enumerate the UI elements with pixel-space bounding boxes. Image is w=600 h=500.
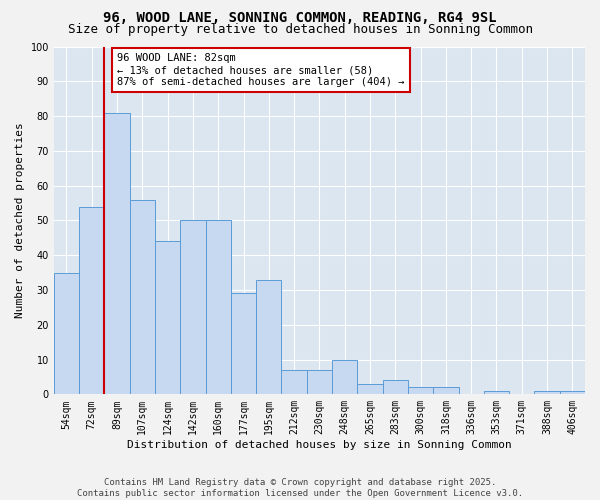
Bar — [256, 280, 281, 394]
Bar — [307, 370, 332, 394]
Bar — [130, 200, 155, 394]
Bar — [358, 384, 383, 394]
Text: Contains HM Land Registry data © Crown copyright and database right 2025.
Contai: Contains HM Land Registry data © Crown c… — [77, 478, 523, 498]
Bar — [54, 272, 79, 394]
Text: Size of property relative to detached houses in Sonning Common: Size of property relative to detached ho… — [67, 22, 533, 36]
Bar — [484, 391, 509, 394]
Bar — [535, 391, 560, 394]
Bar — [231, 294, 256, 394]
Bar — [383, 380, 408, 394]
Bar — [408, 388, 433, 394]
Bar — [332, 360, 358, 394]
Text: 96, WOOD LANE, SONNING COMMON, READING, RG4 9SL: 96, WOOD LANE, SONNING COMMON, READING, … — [103, 11, 497, 25]
X-axis label: Distribution of detached houses by size in Sonning Common: Distribution of detached houses by size … — [127, 440, 512, 450]
Text: 96 WOOD LANE: 82sqm
← 13% of detached houses are smaller (58)
87% of semi-detach: 96 WOOD LANE: 82sqm ← 13% of detached ho… — [117, 54, 404, 86]
Bar — [560, 391, 585, 394]
Bar — [104, 112, 130, 394]
Bar — [79, 206, 104, 394]
Bar — [155, 242, 180, 394]
Bar — [433, 388, 458, 394]
Bar — [180, 220, 206, 394]
Bar — [281, 370, 307, 394]
Y-axis label: Number of detached properties: Number of detached properties — [15, 122, 25, 318]
Bar — [206, 220, 231, 394]
